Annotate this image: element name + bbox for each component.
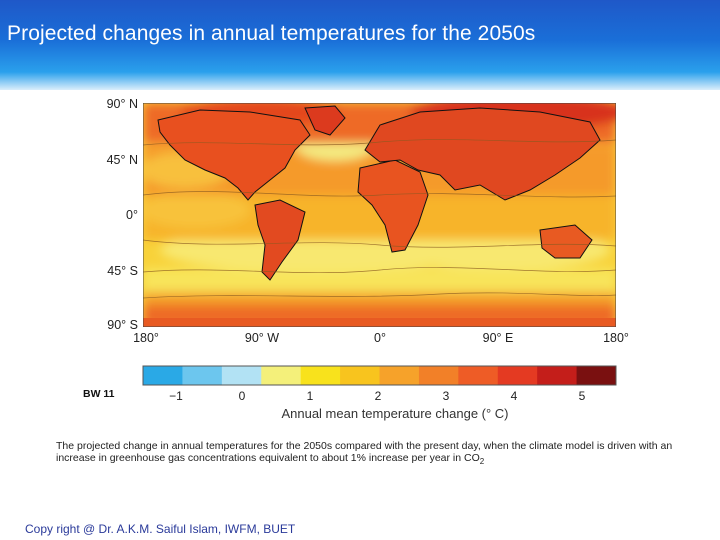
longitude-labels: 180° 90° W 0° 90° E 180° xyxy=(133,331,629,345)
colorbar-swatch xyxy=(576,366,617,385)
colorbar-swatches xyxy=(143,366,617,385)
colorbar-tick-label: 2 xyxy=(375,389,382,403)
colorbar-tick-labels: −1 0 1 2 3 4 5 xyxy=(169,389,586,403)
lat-label: 90° S xyxy=(107,318,138,332)
lat-label: 90° N xyxy=(107,97,138,111)
latitude-labels: 90° N 45° N 0° 45° S 90° S xyxy=(107,97,138,332)
world-map xyxy=(143,103,616,327)
colorbar-swatch xyxy=(497,366,538,385)
colorbar-swatch xyxy=(340,366,380,385)
lon-label: 180° xyxy=(603,331,629,345)
caption-subscript: 2 xyxy=(479,456,485,466)
colorbar: −1 0 1 2 3 4 5 Annual mean temperature c… xyxy=(142,365,617,421)
colorbar-swatch xyxy=(379,366,420,385)
title-bar: Projected changes in annual temperatures… xyxy=(0,0,720,90)
colorbar-title: Annual mean temperature change (° C) xyxy=(281,406,508,421)
lat-label: 45° N xyxy=(107,153,138,167)
colorbar-swatch xyxy=(261,366,302,385)
lon-label: 90° E xyxy=(483,331,514,345)
bw-label: BW 11 xyxy=(83,388,115,400)
colorbar-swatch xyxy=(300,366,341,385)
caption-text: The projected change in annual temperatu… xyxy=(56,440,673,464)
colorbar-tick-label: 3 xyxy=(443,389,450,403)
copyright-notice: Copy right @ Dr. A.K.M. Saiful Islam, IW… xyxy=(25,522,296,536)
colorbar-tick-label: 4 xyxy=(511,389,518,403)
lat-label: 0° xyxy=(126,208,138,222)
lon-label: 0° xyxy=(374,331,386,345)
slide-title: Projected changes in annual temperatures… xyxy=(7,22,536,45)
figure-caption: The projected change in annual temperatu… xyxy=(56,440,696,467)
colorbar-swatch xyxy=(143,366,183,385)
colorbar-swatch xyxy=(221,366,262,385)
colorbar-tick-label: −1 xyxy=(169,389,183,403)
lon-label: 180° xyxy=(133,331,159,345)
colorbar-tick-label: 5 xyxy=(579,389,586,403)
lat-label: 45° S xyxy=(107,264,138,278)
lon-label: 90° W xyxy=(245,331,279,345)
temperature-map-figure: 90° N 45° N 0° 45° S 90° S 180° 90° W 0°… xyxy=(107,97,629,421)
colorbar-tick-label: 1 xyxy=(307,389,314,403)
colorbar-swatch xyxy=(458,366,499,385)
colorbar-tick-label: 0 xyxy=(239,389,246,403)
colorbar-swatch xyxy=(537,366,578,385)
colorbar-swatch xyxy=(418,366,459,385)
colorbar-swatch xyxy=(182,366,223,385)
